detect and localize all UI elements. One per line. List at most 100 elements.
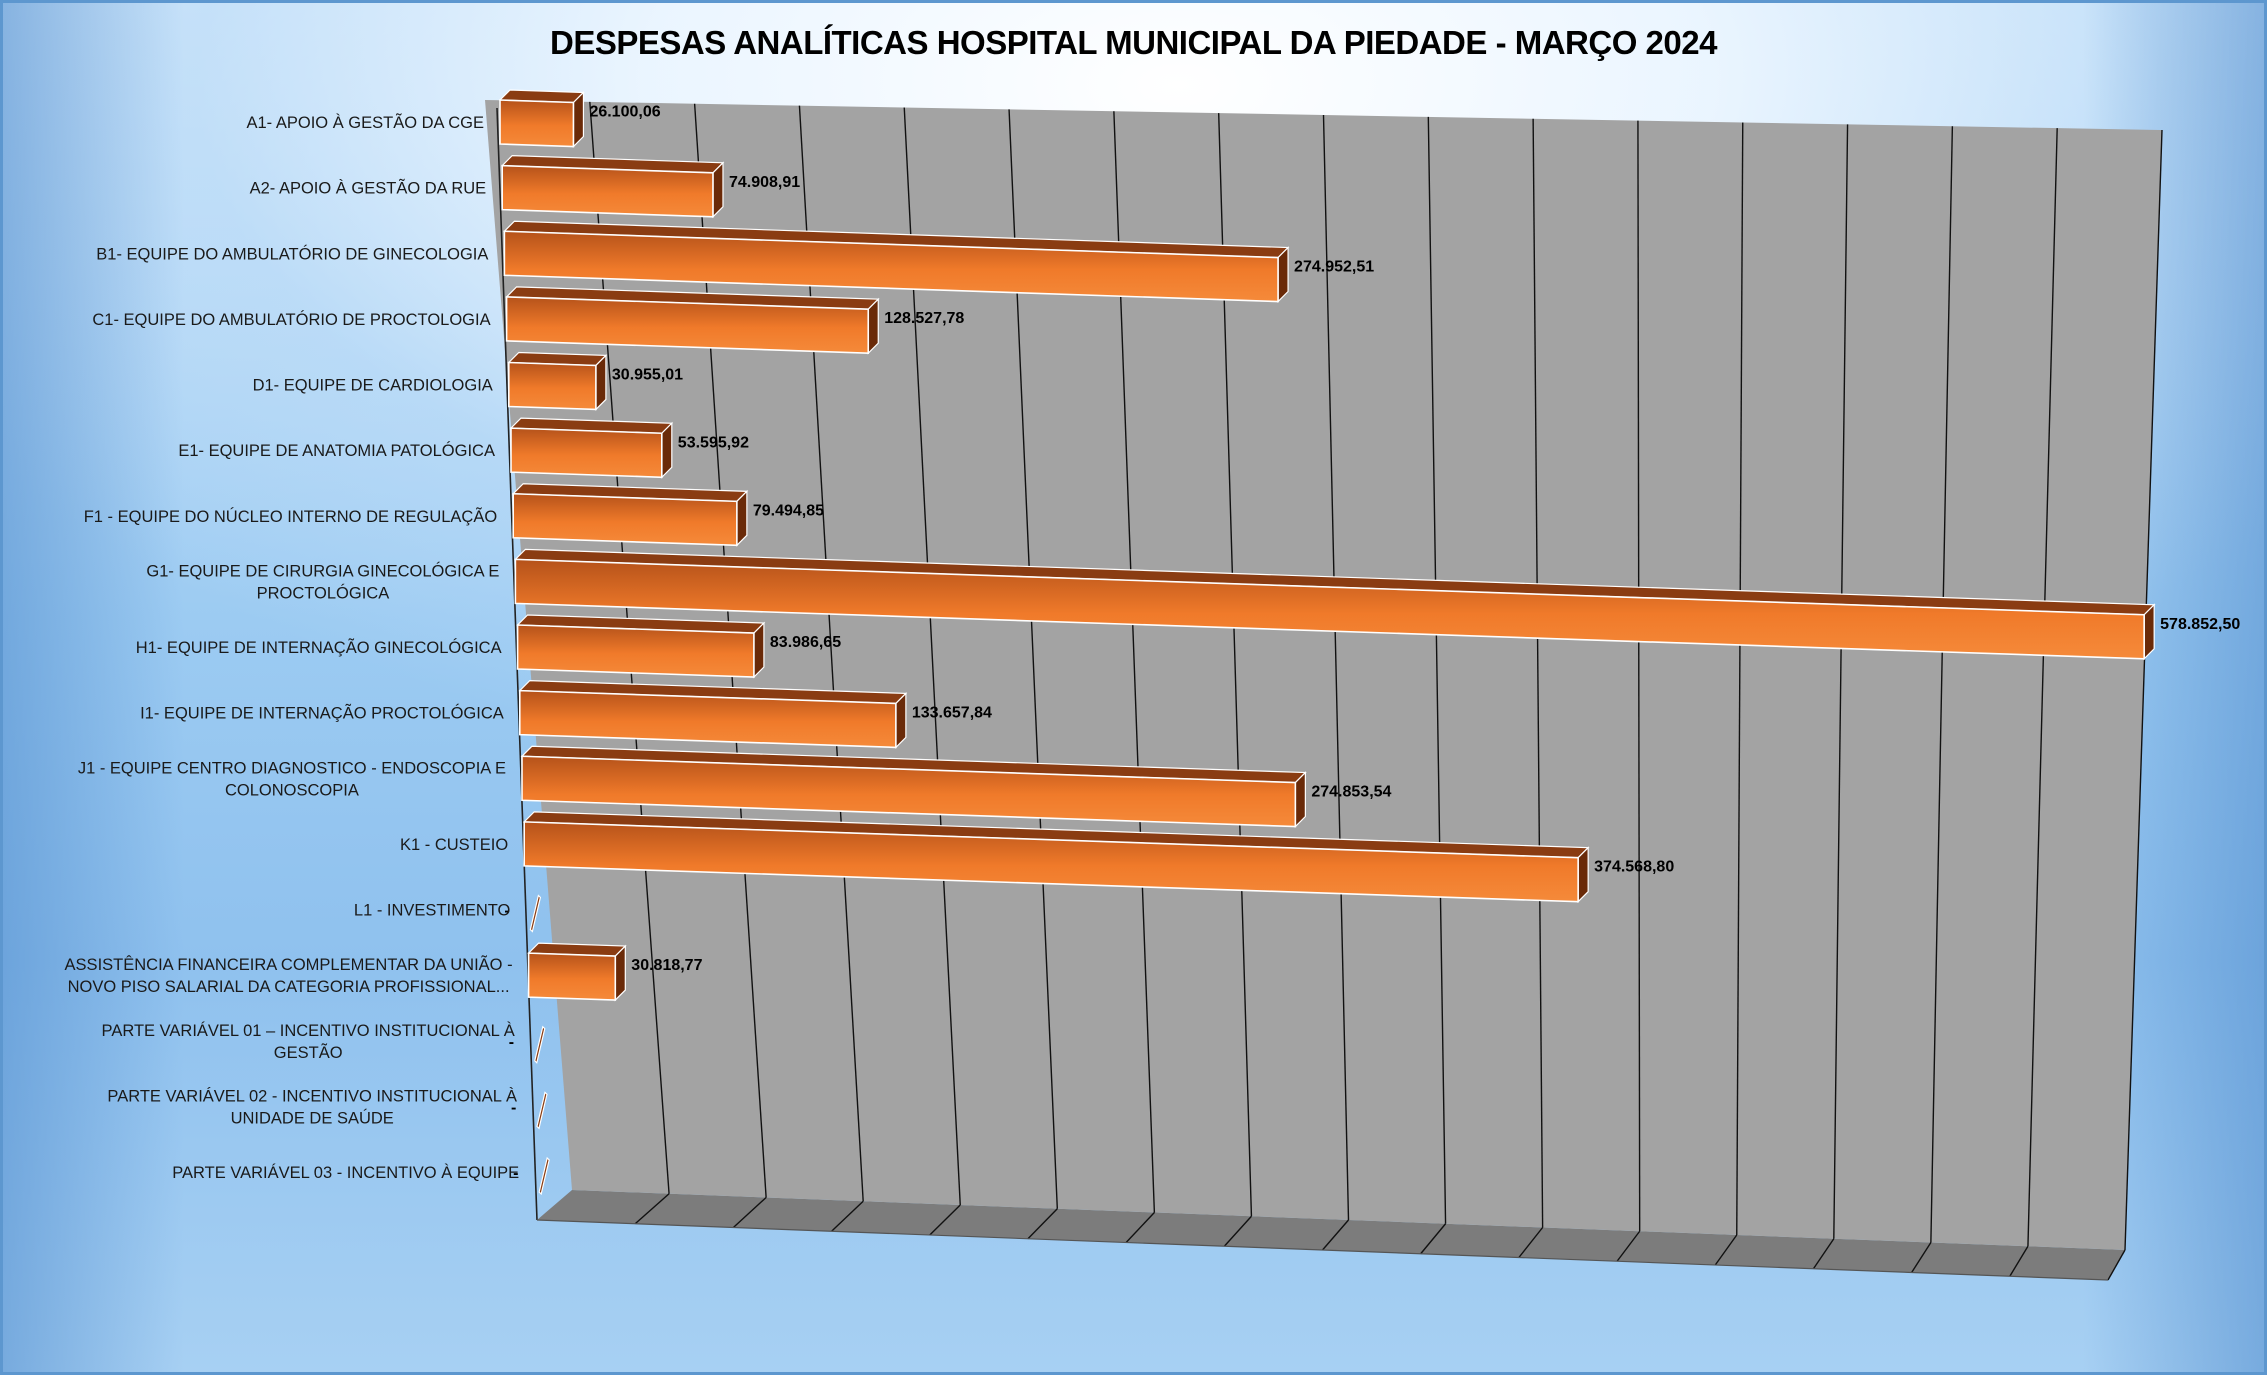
category-label: B1- EQUIPE DO AMBULATÓRIO DE GINECOLOGIA bbox=[96, 244, 488, 263]
category-label-line: PARTE VARIÁVEL 01 – INCENTIVO INSTITUCIO… bbox=[102, 1021, 515, 1040]
bar-side bbox=[661, 421, 673, 479]
category-label: PARTE VARIÁVEL 03 - INCENTIVO À EQUIPE bbox=[172, 1163, 519, 1182]
data-label: - bbox=[509, 1034, 514, 1051]
category-label-line: PARTE VARIÁVEL 02 - INCENTIVO INSTITUCIO… bbox=[107, 1086, 517, 1105]
floor-gridline bbox=[1420, 1223, 1447, 1255]
category-label-line: G1- EQUIPE DE CIRURGIA GINECOLÓGICA E bbox=[146, 561, 499, 580]
data-label: 74.908,91 bbox=[729, 174, 800, 191]
category-label-line: GESTÃO bbox=[274, 1042, 343, 1062]
bar-side bbox=[572, 91, 585, 148]
bar-side bbox=[895, 691, 907, 749]
bar-group bbox=[516, 614, 766, 679]
category-label-line: NOVO PISO SALARIAL DA CATEGORIA PROFISSI… bbox=[68, 978, 510, 996]
floor-gridline bbox=[2107, 1249, 2126, 1281]
category-label: G1- EQUIPE DE CIRURGIA GINECOLÓGICA E PRO… bbox=[146, 561, 499, 602]
bar-group bbox=[511, 483, 749, 547]
floor-gridline bbox=[1223, 1215, 1252, 1247]
bar bbox=[529, 894, 542, 933]
floor-gridline bbox=[1518, 1227, 1544, 1258]
gridline bbox=[1532, 118, 1544, 1228]
chart-floor bbox=[537, 1190, 2125, 1280]
bar-group bbox=[529, 894, 542, 933]
bar bbox=[518, 689, 897, 749]
category-label: J1 - EQUIPE CENTRO DIAGNOSTICO - ENDOSCO… bbox=[78, 759, 506, 799]
floor-gridline bbox=[2009, 1245, 2029, 1277]
data-label: - bbox=[513, 1165, 518, 1182]
gridline bbox=[2027, 128, 2058, 1247]
floor-gridline bbox=[1321, 1219, 1350, 1251]
bar-side bbox=[753, 621, 765, 679]
floor-gridline bbox=[1714, 1234, 1738, 1266]
floor-gridline bbox=[1911, 1242, 1932, 1273]
data-label: 30.818,77 bbox=[631, 957, 702, 974]
gridline bbox=[1637, 120, 1641, 1232]
bar-group bbox=[527, 942, 627, 1002]
bar-side bbox=[2143, 603, 2155, 661]
gridline bbox=[798, 105, 864, 1202]
bar-side bbox=[1577, 846, 1589, 904]
data-label: 133.657,84 bbox=[912, 704, 992, 721]
bar-group bbox=[522, 811, 1590, 904]
bar-side bbox=[736, 489, 748, 547]
floor-gridline bbox=[1616, 1230, 1641, 1262]
chart-wall bbox=[485, 100, 2162, 1250]
bar-group bbox=[536, 1091, 548, 1130]
bar bbox=[505, 296, 870, 354]
bar-group bbox=[498, 89, 585, 148]
bar bbox=[527, 952, 617, 1001]
gridline bbox=[2124, 129, 2163, 1251]
category-label: PARTE VARIÁVEL 01 – INCENTIVO INSTITUCIO… bbox=[102, 1021, 515, 1062]
floor-gridline bbox=[929, 1204, 961, 1236]
category-label-line: J1 - EQUIPE CENTRO DIAGNOSTICO - ENDOSCO… bbox=[78, 759, 506, 777]
category-label-line: UNIDADE DE SAÚDE bbox=[231, 1108, 394, 1127]
data-label: 274.853,54 bbox=[1311, 784, 1391, 801]
bar-side bbox=[614, 944, 626, 1002]
data-label: - bbox=[504, 903, 509, 920]
bar bbox=[512, 492, 738, 547]
bar-group bbox=[518, 680, 908, 749]
value-axis bbox=[536, 1219, 2109, 1281]
gridline bbox=[903, 107, 961, 1206]
chart-title: DESPESAS ANALÍTICAS HOSPITAL MUNICIPAL D… bbox=[550, 24, 1717, 61]
data-label: 374.568,80 bbox=[1594, 859, 1674, 876]
bar-side bbox=[1294, 771, 1306, 828]
bar bbox=[521, 755, 1297, 828]
bar-group bbox=[520, 745, 1307, 828]
bar bbox=[499, 99, 575, 148]
bar-group bbox=[500, 155, 725, 219]
gridline bbox=[1833, 124, 1849, 1239]
category-label-line: ASSISTÊNCIA FINANCEIRA COMPLEMENTAR DA U… bbox=[65, 954, 513, 974]
bar bbox=[523, 821, 1579, 903]
category-label: C1- EQUIPE DO AMBULATÓRIO DE PROCTOLOGIA bbox=[92, 310, 490, 329]
category-label-line: COLONOSCOPIA bbox=[225, 781, 359, 799]
floor-gridline bbox=[1027, 1208, 1058, 1240]
data-label: 274.952,51 bbox=[1294, 259, 1374, 276]
bar bbox=[514, 558, 2145, 660]
data-label: 79.494,85 bbox=[753, 502, 824, 519]
category-label: A1- APOIO À GESTÃO DA CGE bbox=[247, 112, 485, 132]
gridline bbox=[1322, 114, 1350, 1221]
category-label: I1- EQUIPE DE INTERNAÇÃO PROCTOLÓGICA bbox=[140, 703, 504, 723]
bar bbox=[510, 427, 663, 479]
bar bbox=[503, 230, 1279, 303]
bar-side bbox=[595, 354, 607, 411]
data-label: 83.986,65 bbox=[770, 634, 841, 651]
bar bbox=[538, 1156, 550, 1196]
bar bbox=[534, 1025, 546, 1064]
bar-group bbox=[513, 548, 2156, 661]
bar-group bbox=[507, 351, 608, 411]
bar-side bbox=[712, 161, 724, 219]
data-label: 53.595,92 bbox=[678, 434, 749, 451]
bar bbox=[501, 164, 714, 218]
data-label: 128.527,78 bbox=[884, 310, 964, 327]
bar-group bbox=[502, 220, 1290, 304]
gridline bbox=[1930, 126, 1954, 1243]
category-label: K1 - CUSTEIO bbox=[400, 836, 508, 854]
category-label: D1- EQUIPE DE CARDIOLOGIA bbox=[253, 377, 493, 395]
bar-group bbox=[509, 417, 674, 479]
floor-gridline bbox=[634, 1193, 670, 1225]
category-label: L1 - INVESTIMENTO bbox=[354, 902, 511, 920]
data-label: - bbox=[511, 1099, 516, 1116]
category-label-line: PROCTOLÓGICA bbox=[257, 583, 390, 602]
